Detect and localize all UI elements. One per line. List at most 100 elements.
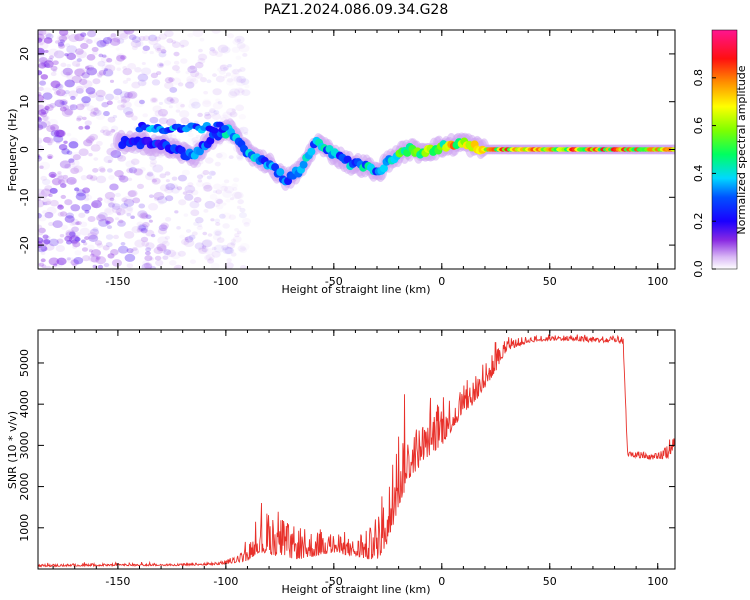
noise-blob (219, 64, 226, 70)
noise-blob (64, 108, 74, 116)
noise-blob (212, 73, 217, 77)
noise-blob (50, 71, 57, 77)
noise-blob (150, 72, 159, 79)
noise-blob (209, 47, 216, 52)
noise-blob (38, 262, 42, 268)
noise-blob (232, 235, 242, 243)
noise-blob (103, 196, 114, 204)
noise-blob (115, 217, 120, 221)
snr-x-tick-label: -100 (213, 575, 238, 588)
noise-blob (244, 84, 250, 89)
noise-blob (139, 99, 145, 105)
noise-blob (126, 77, 131, 82)
noise-blob (78, 125, 84, 130)
noise-blob (231, 183, 238, 189)
noise-blob (216, 151, 228, 160)
noise-blob (141, 67, 152, 76)
noise-blob (54, 99, 65, 108)
noise-blob (64, 199, 73, 206)
noise-blob (197, 112, 203, 118)
noise-blob (177, 82, 184, 87)
noise-blob (106, 225, 113, 230)
noise-blob (48, 221, 54, 227)
noise-blob (169, 86, 178, 93)
noise-blob (149, 162, 157, 168)
noise-blob (239, 67, 246, 72)
noise-blob (236, 75, 247, 84)
noise-blob (137, 210, 148, 218)
noise-blob (241, 217, 252, 225)
noise-blob (86, 54, 96, 61)
noise-blob (134, 99, 145, 108)
snr-x-tick-label: -50 (325, 575, 343, 588)
noise-blob (139, 212, 149, 220)
noise-blob (118, 174, 126, 181)
noise-blob (70, 151, 82, 161)
noise-blob (78, 148, 89, 157)
noise-blob (116, 212, 122, 216)
noise-blob (64, 235, 73, 242)
noise-blob (96, 39, 107, 48)
noise-blob (105, 241, 113, 248)
noise-blob (38, 244, 47, 253)
noise-blob (69, 220, 76, 226)
noise-blob (131, 36, 141, 43)
noise-blob (70, 95, 76, 101)
noise-blob (227, 63, 232, 68)
noise-blob (72, 154, 81, 161)
noise-blob (148, 219, 153, 223)
noise-blob (122, 195, 134, 205)
noise-blob (197, 53, 208, 61)
noise-blob (191, 231, 198, 236)
spectrogram-x-tick-label: -150 (105, 275, 130, 288)
noise-blob (122, 68, 133, 76)
noise-blob (58, 35, 68, 42)
noise-blob (108, 201, 117, 208)
spectrogram-x-tick-label: 0 (438, 275, 445, 288)
noise-blob (226, 242, 236, 249)
noise-blob (39, 42, 44, 46)
noise-blob (164, 235, 171, 240)
noise-blob (215, 189, 223, 195)
noise-blob (193, 196, 202, 203)
noise-blob (127, 92, 136, 99)
noise-blob (162, 255, 169, 260)
noise-blob (145, 247, 152, 252)
noise-blob (111, 125, 119, 131)
noise-blob (142, 49, 148, 55)
noise-blob (91, 200, 102, 209)
noise-blob (49, 199, 59, 207)
noise-blob (158, 101, 164, 105)
noise-blob (95, 95, 105, 102)
noise-blob (76, 50, 87, 59)
noise-blob (142, 113, 149, 118)
noise-blob (70, 218, 79, 226)
noise-blob (127, 190, 137, 197)
noise-blob (238, 44, 250, 53)
noise-blob (190, 70, 200, 78)
spectrogram-x-axis-label: Height of straight line (km) (281, 283, 430, 296)
noise-blob (38, 56, 48, 64)
noise-blob (79, 102, 87, 108)
noise-blob (230, 238, 237, 243)
noise-blob (74, 236, 81, 242)
noise-blob (87, 135, 96, 142)
noise-blob (187, 137, 197, 146)
noise-blob (123, 230, 135, 239)
noise-blob (86, 174, 94, 180)
noise-blob (234, 35, 245, 44)
noise-blob (75, 192, 87, 201)
noise-blob (75, 103, 85, 111)
noise-blob (143, 262, 153, 269)
noise-blob (50, 65, 58, 71)
noise-blob (239, 247, 248, 254)
noise-blob (103, 110, 110, 117)
noise-blob (81, 96, 91, 104)
ridge-core (276, 168, 285, 177)
noise-blob (38, 121, 48, 129)
noise-blob (228, 91, 238, 99)
noise-blob (166, 249, 177, 258)
spectrogram-y-axis-label: Frequency (Hz) (6, 109, 19, 192)
noise-blob (125, 111, 134, 118)
noise-blob (45, 33, 54, 40)
